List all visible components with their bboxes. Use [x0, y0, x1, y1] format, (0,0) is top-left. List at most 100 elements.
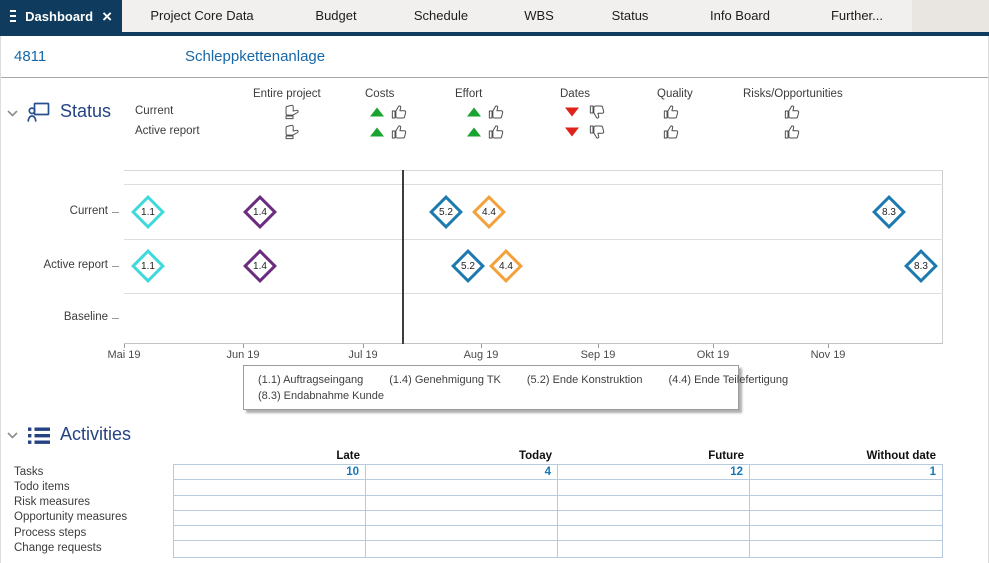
- axis-tick: [828, 344, 829, 348]
- axis-month-label: Aug 19: [463, 349, 499, 361]
- status-column-header-dates: Dates: [560, 88, 591, 100]
- activity-row-label-tasks: Tasks: [14, 465, 44, 478]
- chart-row-label: Baseline: [63, 311, 108, 323]
- thumbs-up-icon: [784, 124, 801, 141]
- axis-month-label: Nov 19: [810, 349, 846, 361]
- project-id: 4811: [14, 48, 47, 65]
- axis-tick: [124, 344, 125, 348]
- activity-empty-cell: [174, 526, 366, 542]
- activity-empty-cell: [174, 541, 366, 557]
- activity-empty-cell: [366, 495, 558, 511]
- activities-table: 10 4 12 1: [173, 464, 943, 558]
- tab-status[interactable]: Status: [611, 8, 649, 23]
- trend-up-icon: [467, 107, 481, 117]
- chevron-down-icon[interactable]: [7, 432, 18, 439]
- activity-empty-cell: [366, 541, 558, 557]
- status-row-label: Active report: [135, 125, 200, 137]
- legend-item: (4.4) Ende Teilefertigung: [668, 374, 789, 386]
- activity-empty-cell: [750, 496, 942, 511]
- tab-bar: Dashboard × Project Core Data Budget Sched…: [0, 0, 989, 32]
- thumbs-down-icon: [589, 124, 606, 141]
- activities-column-header-today: Today: [518, 450, 552, 462]
- project-title: Schleppkettenanlage: [185, 48, 326, 65]
- activity-count-cell[interactable]: 10: [174, 465, 366, 481]
- close-icon[interactable]: ×: [102, 6, 112, 26]
- activity-count-cell[interactable]: 1: [750, 465, 942, 481]
- status-column-header-risks-opportunities: Risks/Opportunities: [743, 88, 843, 100]
- activity-empty-cell: [366, 510, 558, 527]
- axis-tick: [598, 344, 599, 348]
- legend-item: (1.1) Auftragseingang: [258, 374, 364, 386]
- bulleted-list-icon: [28, 427, 50, 444]
- activity-empty-cell: [750, 511, 942, 527]
- status-column-header-costs: Costs: [365, 88, 395, 100]
- activity-empty-cell: [174, 480, 366, 496]
- status-row-label: Current: [135, 105, 174, 117]
- tab-bar-right-spacer: [912, 0, 989, 32]
- activities-column-header-without-date: Without date: [866, 450, 936, 462]
- thumbs-up-icon: [663, 104, 680, 121]
- tab-dashboard[interactable]: Dashboard ×: [0, 0, 122, 32]
- activity-row-label-process-steps: Process steps: [14, 526, 87, 539]
- tab-project-core-data[interactable]: Project Core Data: [150, 8, 254, 23]
- thumbs-up-icon: [663, 124, 680, 141]
- active-tab-label: Dashboard: [25, 8, 94, 24]
- axis-month-label: Okt 19: [696, 349, 730, 361]
- status-column-header-entire-project: Entire project: [253, 88, 321, 100]
- legend-item: (8.3) Endabnahme Kunde: [258, 390, 384, 402]
- thumbs-up-icon: [391, 124, 408, 141]
- milestone-legend: (1.1) Auftragseingang (1.4) Genehmigung T…: [243, 365, 788, 410]
- activity-empty-cell: [558, 541, 750, 557]
- trend-up-icon: [370, 107, 384, 117]
- activity-count-cell[interactable]: 4: [366, 465, 558, 481]
- activity-empty-cell: [366, 526, 558, 542]
- activity-empty-cell: [750, 526, 942, 542]
- thumbs-up-icon: [488, 124, 505, 141]
- axis-tick: [713, 344, 714, 348]
- thumbs-up-icon: [391, 104, 408, 121]
- activity-row-label-opportunity-measures: Opportunity measures: [14, 511, 128, 524]
- activity-empty-cell: [558, 480, 750, 496]
- trend-down-icon: [565, 107, 579, 117]
- trend-down-icon: [565, 127, 579, 137]
- chart-gridline: [124, 293, 943, 294]
- axis-month-label: Jul 19: [348, 349, 378, 361]
- chart-row-label: Current: [69, 205, 108, 217]
- status-section-title: Status: [60, 101, 112, 121]
- tab-further[interactable]: Further...: [830, 8, 884, 23]
- tab-info-board[interactable]: Info Board: [710, 8, 770, 23]
- activity-empty-cell: [174, 495, 366, 511]
- activity-empty-cell: [558, 495, 750, 511]
- tab-budget[interactable]: Budget: [315, 8, 357, 23]
- tab-schedule[interactable]: Schedule: [413, 8, 469, 23]
- chart-row-label: Active report: [43, 259, 108, 271]
- chevron-down-icon[interactable]: [7, 110, 18, 117]
- axis-month-label: Jun 19: [226, 349, 260, 361]
- today-marker-line: [402, 170, 404, 344]
- inactive-tabs: Project Core Data Budget Schedule WBS Status…: [0, 0, 989, 32]
- activity-empty-cell: [366, 480, 558, 496]
- thumbs-neutral-icon: [284, 124, 301, 141]
- activity-row-label-todo-items: Todo items: [14, 480, 70, 493]
- activities-column-header-future: Future: [708, 450, 744, 462]
- axis-tick: [243, 344, 244, 348]
- trend-up-icon: [467, 127, 481, 137]
- trend-up-icon: [370, 127, 384, 137]
- tab-wbs[interactable]: WBS: [524, 8, 554, 23]
- tab-bar-accent-strip: [0, 32, 989, 36]
- project-header: 4811 Schleppkettenanlage: [0, 36, 989, 78]
- axis-tick: [363, 344, 364, 348]
- axis-month-label: Sep 19: [580, 349, 616, 361]
- activity-count-cell[interactable]: 12: [558, 465, 750, 481]
- row-tick: [112, 266, 119, 267]
- thumbs-up-icon: [784, 104, 801, 121]
- row-tick: [112, 212, 119, 213]
- activities-column-header-late: Late: [336, 450, 360, 462]
- activity-empty-cell: [558, 510, 750, 527]
- hamburger-menu-icon[interactable]: [10, 10, 17, 22]
- activities-section-title: Activities: [60, 424, 132, 444]
